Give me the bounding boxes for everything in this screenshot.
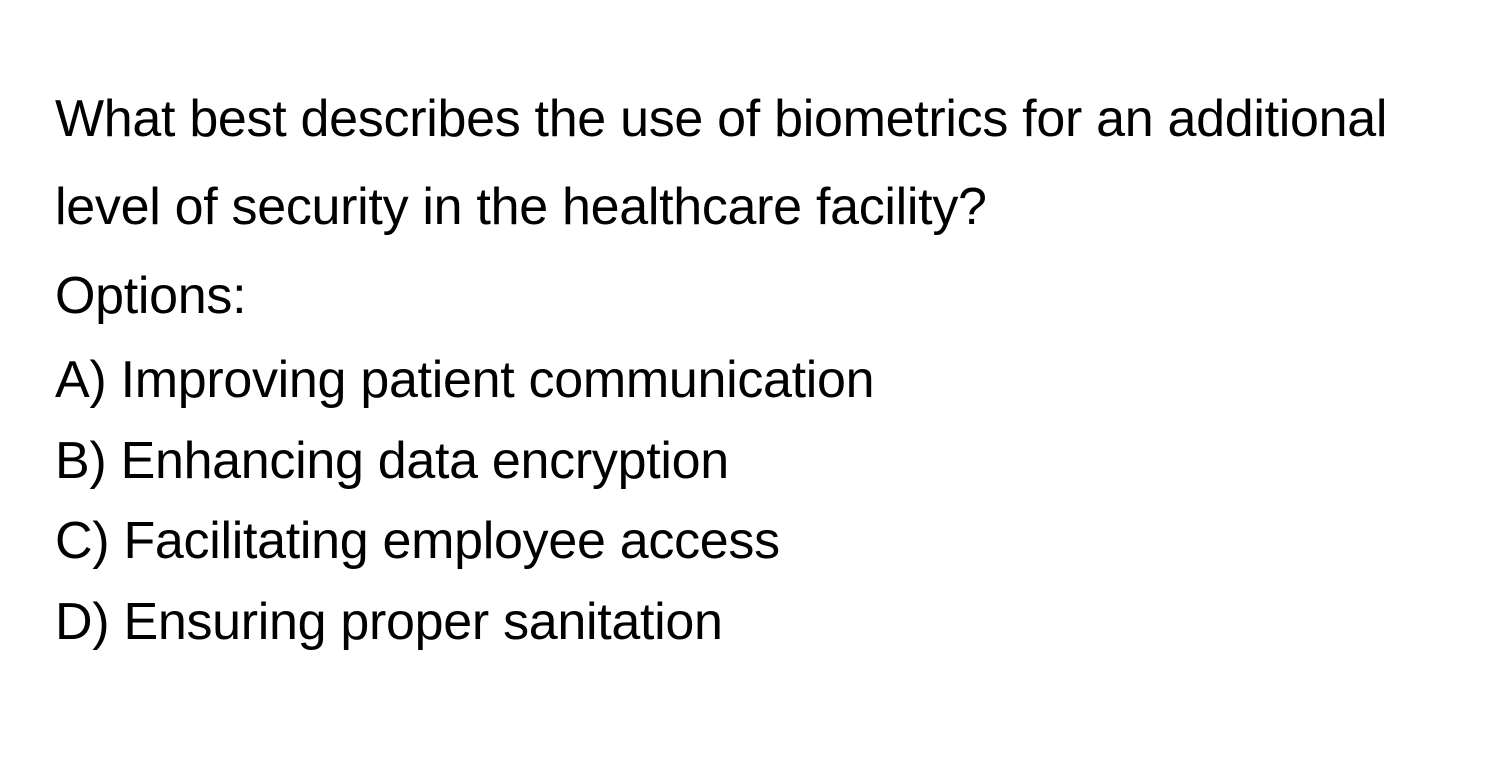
option-text: Improving patient communication xyxy=(121,351,875,409)
option-text: Ensuring proper sanitation xyxy=(123,593,722,651)
option-letter: C) xyxy=(55,512,109,570)
question-prompt: What best describes the use of biometric… xyxy=(55,75,1445,252)
option-text: Facilitating employee access xyxy=(123,512,779,570)
option-d: D) Ensuring proper sanitation xyxy=(55,582,1445,663)
option-text: Enhancing data encryption xyxy=(121,432,729,490)
option-letter: B) xyxy=(55,432,106,490)
option-a: A) Improving patient communication xyxy=(55,340,1445,421)
option-c: C) Facilitating employee access xyxy=(55,501,1445,582)
options-label: Options: xyxy=(55,252,1445,340)
option-letter: D) xyxy=(55,593,109,651)
option-b: B) Enhancing data encryption xyxy=(55,421,1445,502)
option-letter: A) xyxy=(55,351,106,409)
question-container: What best describes the use of biometric… xyxy=(55,75,1445,663)
